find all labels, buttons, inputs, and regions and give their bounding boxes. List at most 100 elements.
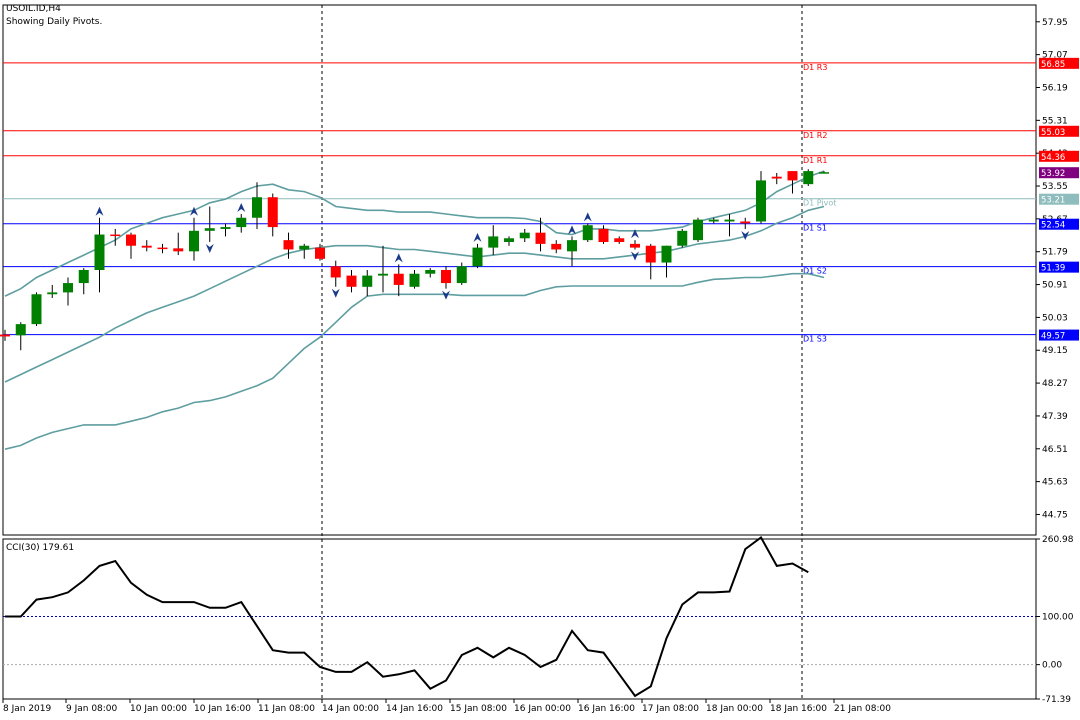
fractal-down-arrow	[631, 251, 639, 261]
price-axis-label: 48.27	[1042, 379, 1068, 389]
candle-body	[63, 283, 73, 293]
last-price-tag	[1039, 167, 1079, 179]
pivot-price-tag-text: 51.39	[1041, 264, 1065, 274]
pivot-price-tag	[1039, 261, 1079, 273]
pivot-price-tag	[1039, 218, 1079, 230]
candle-body	[78, 270, 89, 284]
candle-body	[740, 221, 751, 224]
fractal-down-arrow	[442, 290, 450, 300]
time-axis-label: 16 Jan 00:00	[514, 704, 571, 714]
candle-body	[267, 197, 278, 228]
pivot-label: D1 S3	[803, 335, 827, 344]
candle-body	[141, 245, 152, 248]
price-axis-label: 47.39	[1042, 412, 1068, 422]
candle-body	[567, 240, 577, 252]
candle-body	[330, 266, 341, 278]
pivot-price-tag-text: 55.03	[1041, 128, 1065, 138]
candle-body	[425, 270, 436, 274]
pivot-label: D1 R1	[803, 156, 827, 165]
time-axis-label: 16 Jan 16:00	[578, 704, 635, 714]
time-axis-label: 10 Jan 00:00	[130, 704, 187, 714]
pivot-label: D1 R3	[803, 63, 827, 72]
cci-panel-frame	[2, 538, 1037, 700]
pivot-label: D1 Pivot	[803, 199, 836, 208]
price-axis-label: 57.07	[1042, 51, 1068, 61]
price-axis-label: 50.03	[1042, 313, 1068, 323]
indicator-subtitle: Showing Daily Pivots.	[6, 17, 103, 27]
cci-axis-label: 100.00	[1042, 612, 1074, 622]
candle-body	[582, 225, 593, 241]
candle-body	[693, 219, 703, 241]
pivot-price-tag-text: 49.57	[1041, 332, 1065, 342]
cci-title: CCI(30) 179.61	[6, 543, 74, 553]
fractal-up-arrow	[568, 225, 576, 235]
bollinger-upper-line	[4, 170, 825, 297]
candle-body	[189, 230, 199, 252]
symbol-label: USOIL.ID,H4	[6, 4, 61, 14]
price-axis-label: 49.15	[1042, 346, 1068, 356]
candle-body	[677, 230, 688, 246]
pivot-price-tag	[1039, 193, 1079, 205]
fractal-up-arrow	[631, 229, 639, 239]
price-axis-label: 53.55	[1042, 182, 1068, 192]
bollinger-middle-line	[4, 205, 825, 383]
fractal-down-arrow	[205, 244, 214, 254]
candle-body	[724, 219, 735, 222]
candle-body	[441, 270, 451, 284]
candle-body	[220, 227, 231, 229]
candle-body	[0, 334, 10, 337]
price-axis-label: 57.95	[1042, 18, 1068, 28]
candle-body	[787, 171, 798, 181]
fractal-up-arrow	[394, 253, 403, 263]
fractal-up-arrow	[190, 206, 198, 216]
price-axis-label: 51.79	[1042, 248, 1068, 258]
fractal-down-arrow	[741, 230, 750, 240]
candle-body	[204, 228, 215, 231]
candle-body	[393, 273, 404, 285]
candle-body	[771, 176, 782, 179]
candle-body	[157, 247, 168, 250]
time-axis-label: 14 Jan 16:00	[386, 704, 443, 714]
cci-axis-label: -71.39	[1042, 695, 1071, 705]
candle-body	[126, 234, 136, 246]
price-axis-label: 46.51	[1042, 445, 1068, 455]
candle-body	[47, 292, 58, 295]
candle-body	[173, 248, 184, 252]
candle-body	[283, 240, 294, 250]
pivot-price-tag-text: 53.21	[1041, 196, 1065, 206]
candle-body	[362, 275, 373, 287]
candle-body	[708, 219, 719, 222]
candle-body	[630, 243, 640, 248]
pivot-label: D1 R2	[803, 131, 827, 140]
pivot-price-tag-text: 52.54	[1041, 221, 1065, 231]
time-axis-label: 18 Jan 00:00	[706, 704, 763, 714]
price-axis-label: 45.63	[1042, 478, 1068, 488]
candle-body	[598, 228, 609, 243]
candle-body	[488, 236, 499, 248]
pivot-price-tag	[1039, 57, 1079, 69]
candle-body	[661, 245, 672, 263]
time-axis-label: 10 Jan 16:00	[194, 704, 251, 714]
candle-body	[94, 234, 105, 270]
time-axis-label: 14 Jan 00:00	[322, 704, 379, 714]
candle-body	[472, 247, 483, 267]
candle-body	[756, 180, 766, 222]
pivot-label: D1 S2	[803, 267, 827, 276]
price-panel-frame	[2, 4, 1037, 536]
candle-body	[15, 324, 26, 336]
cci-line	[5, 536, 809, 698]
candle-body	[236, 217, 247, 228]
time-axis-label: 8 Jan 2019	[3, 704, 51, 714]
bollinger-lower-line	[4, 272, 825, 450]
fractal-up-arrow	[95, 206, 104, 216]
candle-body	[645, 245, 656, 263]
candle-body	[299, 245, 310, 250]
fractal-down-arrow	[331, 288, 340, 298]
fractal-up-arrow	[583, 212, 592, 222]
cci-axis-label: 0.00	[1042, 661, 1062, 671]
last-price-tag-text: 53.92	[1041, 169, 1065, 179]
candle-body	[614, 238, 625, 243]
candle-body	[504, 238, 514, 243]
